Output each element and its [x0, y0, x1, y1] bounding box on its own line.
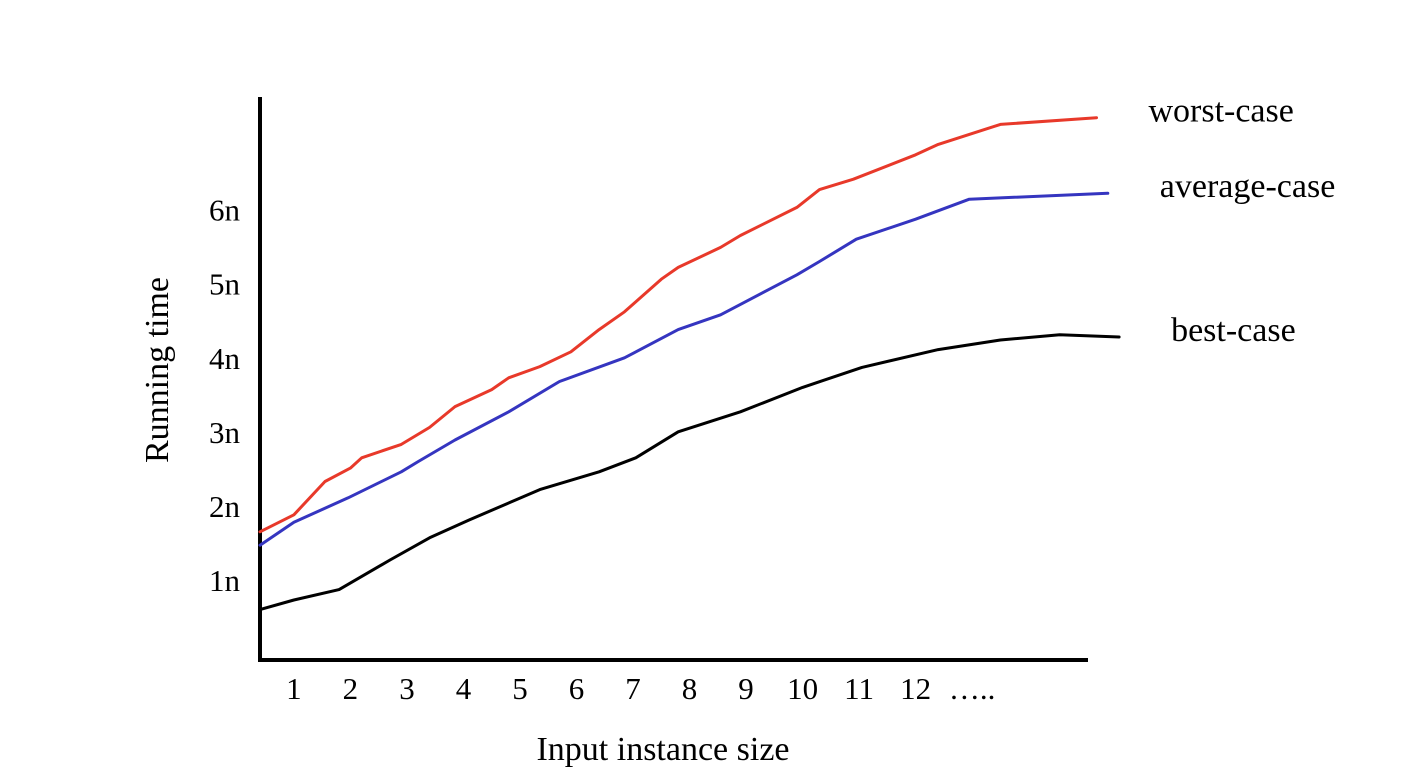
x-tick-label: 8 [682, 671, 698, 706]
series-line [258, 191, 1110, 547]
x-tick-label: 5 [512, 671, 528, 706]
series-label: average-case [1160, 168, 1336, 205]
x-tick-label: 9 [738, 671, 754, 706]
x-tick-label: 6 [569, 671, 585, 706]
x-tick-label: 7 [625, 671, 641, 706]
y-tick-label: 6n [209, 193, 241, 228]
x-tick-label: 11 [844, 671, 874, 706]
series-line [258, 116, 1098, 534]
x-axis-title: Input instance size [536, 731, 789, 768]
x-tick-label: 1 [286, 671, 302, 706]
y-tick-label: 4n [209, 341, 241, 376]
y-tick-label: 2n [209, 489, 241, 524]
x-tick-label: 10 [787, 671, 818, 706]
y-tick-label: 3n [209, 415, 241, 450]
x-tick-label: ….. [949, 671, 996, 706]
y-tick-label: 1n [209, 563, 241, 598]
x-tick-label: 3 [399, 671, 415, 706]
x-tick-label: 12 [900, 671, 931, 706]
x-tick-label: 4 [456, 671, 472, 706]
series-label: best-case [1171, 312, 1296, 349]
series-line [258, 333, 1121, 612]
y-axis-title: Running time [139, 277, 176, 463]
x-tick-label: 2 [343, 671, 359, 706]
series-label: worst-case [1148, 93, 1293, 130]
y-tick-label: 5n [209, 267, 241, 302]
